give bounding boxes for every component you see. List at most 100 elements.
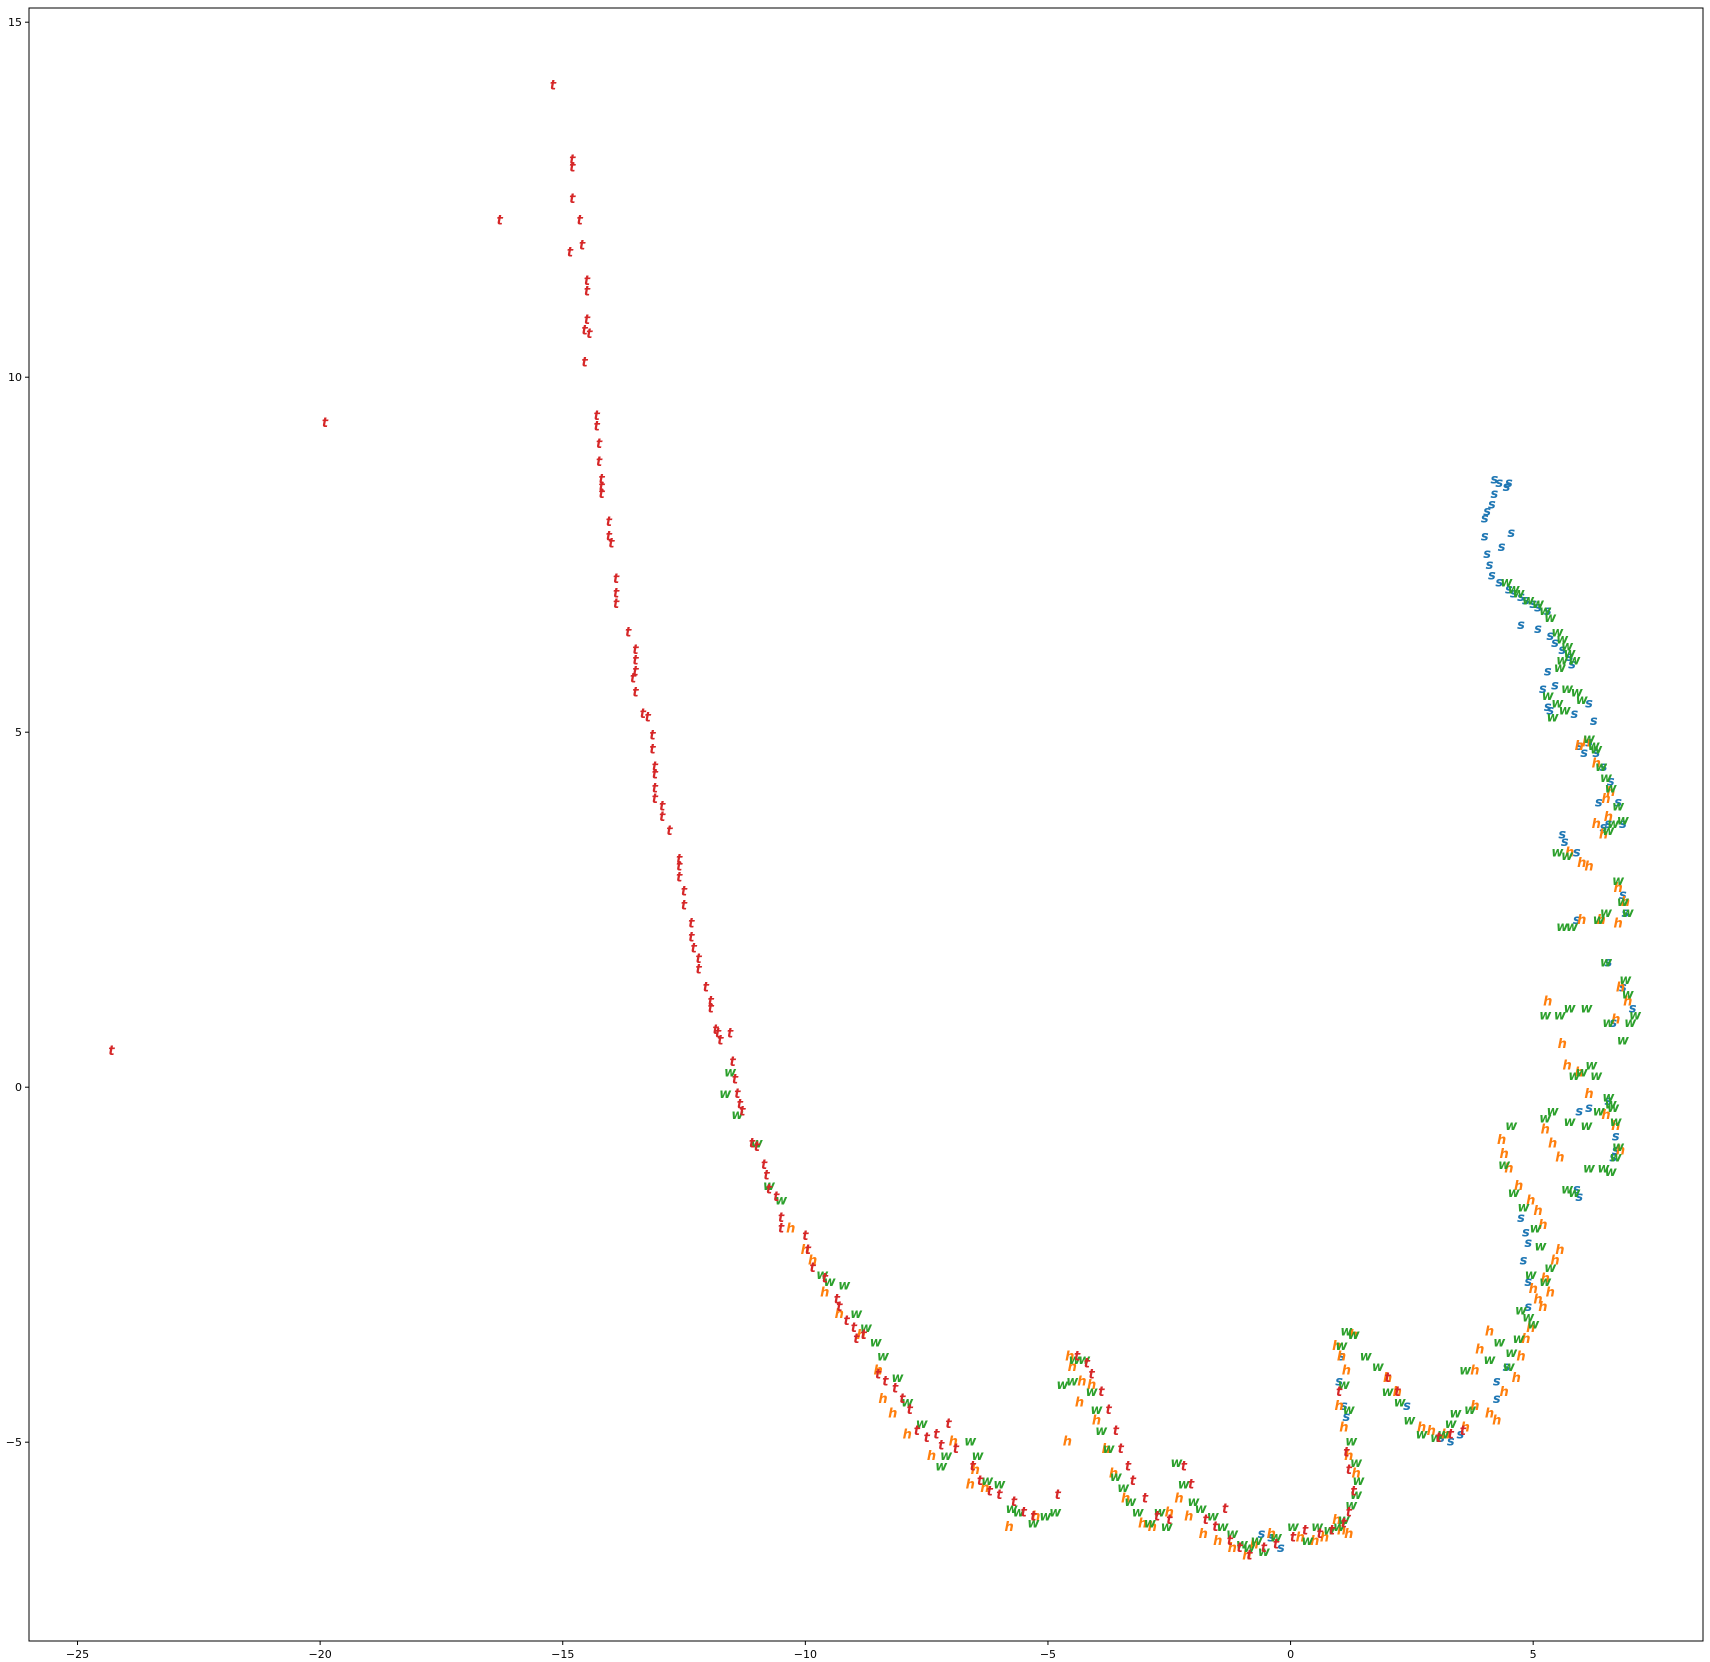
point-s-29: s <box>1544 664 1552 679</box>
point-t-106: t <box>1084 1357 1091 1372</box>
point-t-22: t <box>598 487 605 502</box>
point-w-24: w <box>1595 760 1608 775</box>
point-t-90: t <box>907 1403 914 1418</box>
point-s-26: s <box>1558 643 1566 658</box>
point-h-5: h <box>1565 845 1574 860</box>
point-s-2: s <box>1503 480 1511 495</box>
point-t-3: t <box>550 79 557 94</box>
point-s-32: s <box>1544 700 1552 715</box>
point-h-8: h <box>1575 739 1584 754</box>
point-s-1: s <box>1495 476 1503 491</box>
point-h-101: h <box>949 1435 958 1450</box>
point-t-98: t <box>977 1474 984 1489</box>
point-h-56: h <box>1441 1428 1450 1443</box>
point-w-143: w <box>1049 1506 1062 1521</box>
point-w-12: w <box>1568 654 1581 669</box>
point-s-5: s <box>1488 498 1496 513</box>
point-t-139: t <box>1435 1431 1442 1446</box>
point-w-94: w <box>1416 1428 1429 1443</box>
point-s-9: s <box>1498 540 1506 555</box>
point-w-154: w <box>916 1417 929 1432</box>
point-t-117: t <box>1181 1460 1188 1475</box>
point-w-153: w <box>935 1460 948 1475</box>
point-t-43: t <box>659 799 666 814</box>
point-w-51: w <box>1568 1069 1581 1084</box>
point-t-131: t <box>1341 1516 1348 1531</box>
point-w-73: w <box>1508 1186 1521 1201</box>
point-w-23: w <box>1590 742 1603 757</box>
point-h-62: h <box>1332 1339 1341 1354</box>
point-s-28: s <box>1568 657 1576 672</box>
point-t-29: t <box>625 625 632 640</box>
point-t-49: t <box>681 884 688 899</box>
point-t-60: t <box>715 1026 722 1041</box>
point-w-87: w <box>1483 1353 1496 1368</box>
point-w-4: w <box>1532 597 1545 612</box>
point-t-52: t <box>688 931 695 946</box>
point-h-97: h <box>1004 1520 1013 1535</box>
point-h-69: h <box>1332 1513 1341 1528</box>
point-t-100: t <box>996 1488 1003 1503</box>
point-t-69: t <box>754 1140 761 1155</box>
point-t-38: t <box>649 742 656 757</box>
point-h-102: h <box>927 1449 936 1464</box>
point-s-67: s <box>1522 1225 1530 1240</box>
point-w-123: w <box>1207 1509 1220 1524</box>
point-h-99: h <box>971 1463 980 1478</box>
point-t-103: t <box>1030 1509 1037 1524</box>
point-w-9: w <box>1561 640 1574 655</box>
point-t-99: t <box>987 1484 994 1499</box>
point-w-67: w <box>1593 1105 1606 1120</box>
point-s-38: s <box>1585 735 1593 750</box>
point-t-124: t <box>1246 1548 1253 1563</box>
point-w-35: w <box>1622 906 1635 921</box>
point-s-56: s <box>1629 1002 1637 1017</box>
point-w-88: w <box>1459 1364 1472 1379</box>
point-w-107: w <box>1352 1474 1365 1489</box>
point-w-129: w <box>1154 1506 1167 1521</box>
x-tick-label: −20 <box>309 1648 332 1661</box>
point-t-91: t <box>914 1424 921 1439</box>
point-w-57: w <box>1610 1115 1623 1130</box>
point-w-155: w <box>901 1396 914 1411</box>
point-w-84: w <box>1505 1346 1518 1361</box>
point-t-76: t <box>802 1229 809 1244</box>
point-w-95: w <box>1403 1413 1416 1428</box>
point-t-95: t <box>938 1438 945 1453</box>
point-t-113: t <box>1130 1474 1137 1489</box>
point-t-41: t <box>652 782 659 797</box>
point-t-75: t <box>778 1222 785 1237</box>
point-w-65: w <box>1597 1161 1610 1176</box>
point-h-78: h <box>1228 1541 1237 1556</box>
point-h-34: h <box>1526 1193 1535 1208</box>
point-w-53: w <box>1585 1058 1598 1073</box>
point-s-33: s <box>1546 703 1554 718</box>
point-w-17: w <box>1542 689 1555 704</box>
point-s-85: s <box>1258 1527 1266 1542</box>
point-w-64: w <box>1605 1165 1618 1180</box>
point-h-98: h <box>980 1481 989 1496</box>
point-t-96: t <box>953 1442 960 1457</box>
point-s-16: s <box>1510 586 1518 601</box>
point-h-103: h <box>903 1428 912 1443</box>
point-h-26: h <box>1616 1144 1625 1159</box>
point-t-102: t <box>1021 1506 1028 1521</box>
point-s-35: s <box>1585 696 1593 711</box>
point-h-64: h <box>1342 1364 1351 1379</box>
point-h-1: h <box>1601 792 1610 807</box>
point-h-61: h <box>1337 1350 1346 1365</box>
point-t-4: t <box>569 153 576 168</box>
point-h-2: h <box>1592 817 1601 832</box>
point-h-94: h <box>1063 1435 1072 1450</box>
point-h-31: h <box>1555 1151 1564 1166</box>
x-tick-label: −15 <box>551 1648 574 1661</box>
point-t-30: t <box>632 643 639 658</box>
point-t-13: t <box>581 324 588 339</box>
point-h-4: h <box>1604 810 1613 825</box>
point-w-55: w <box>1602 1090 1615 1105</box>
point-w-79: w <box>1539 1275 1552 1290</box>
point-w-145: w <box>1027 1516 1040 1531</box>
point-t-85: t <box>860 1328 867 1343</box>
point-t-42: t <box>652 792 659 807</box>
point-w-122: w <box>1217 1520 1230 1535</box>
